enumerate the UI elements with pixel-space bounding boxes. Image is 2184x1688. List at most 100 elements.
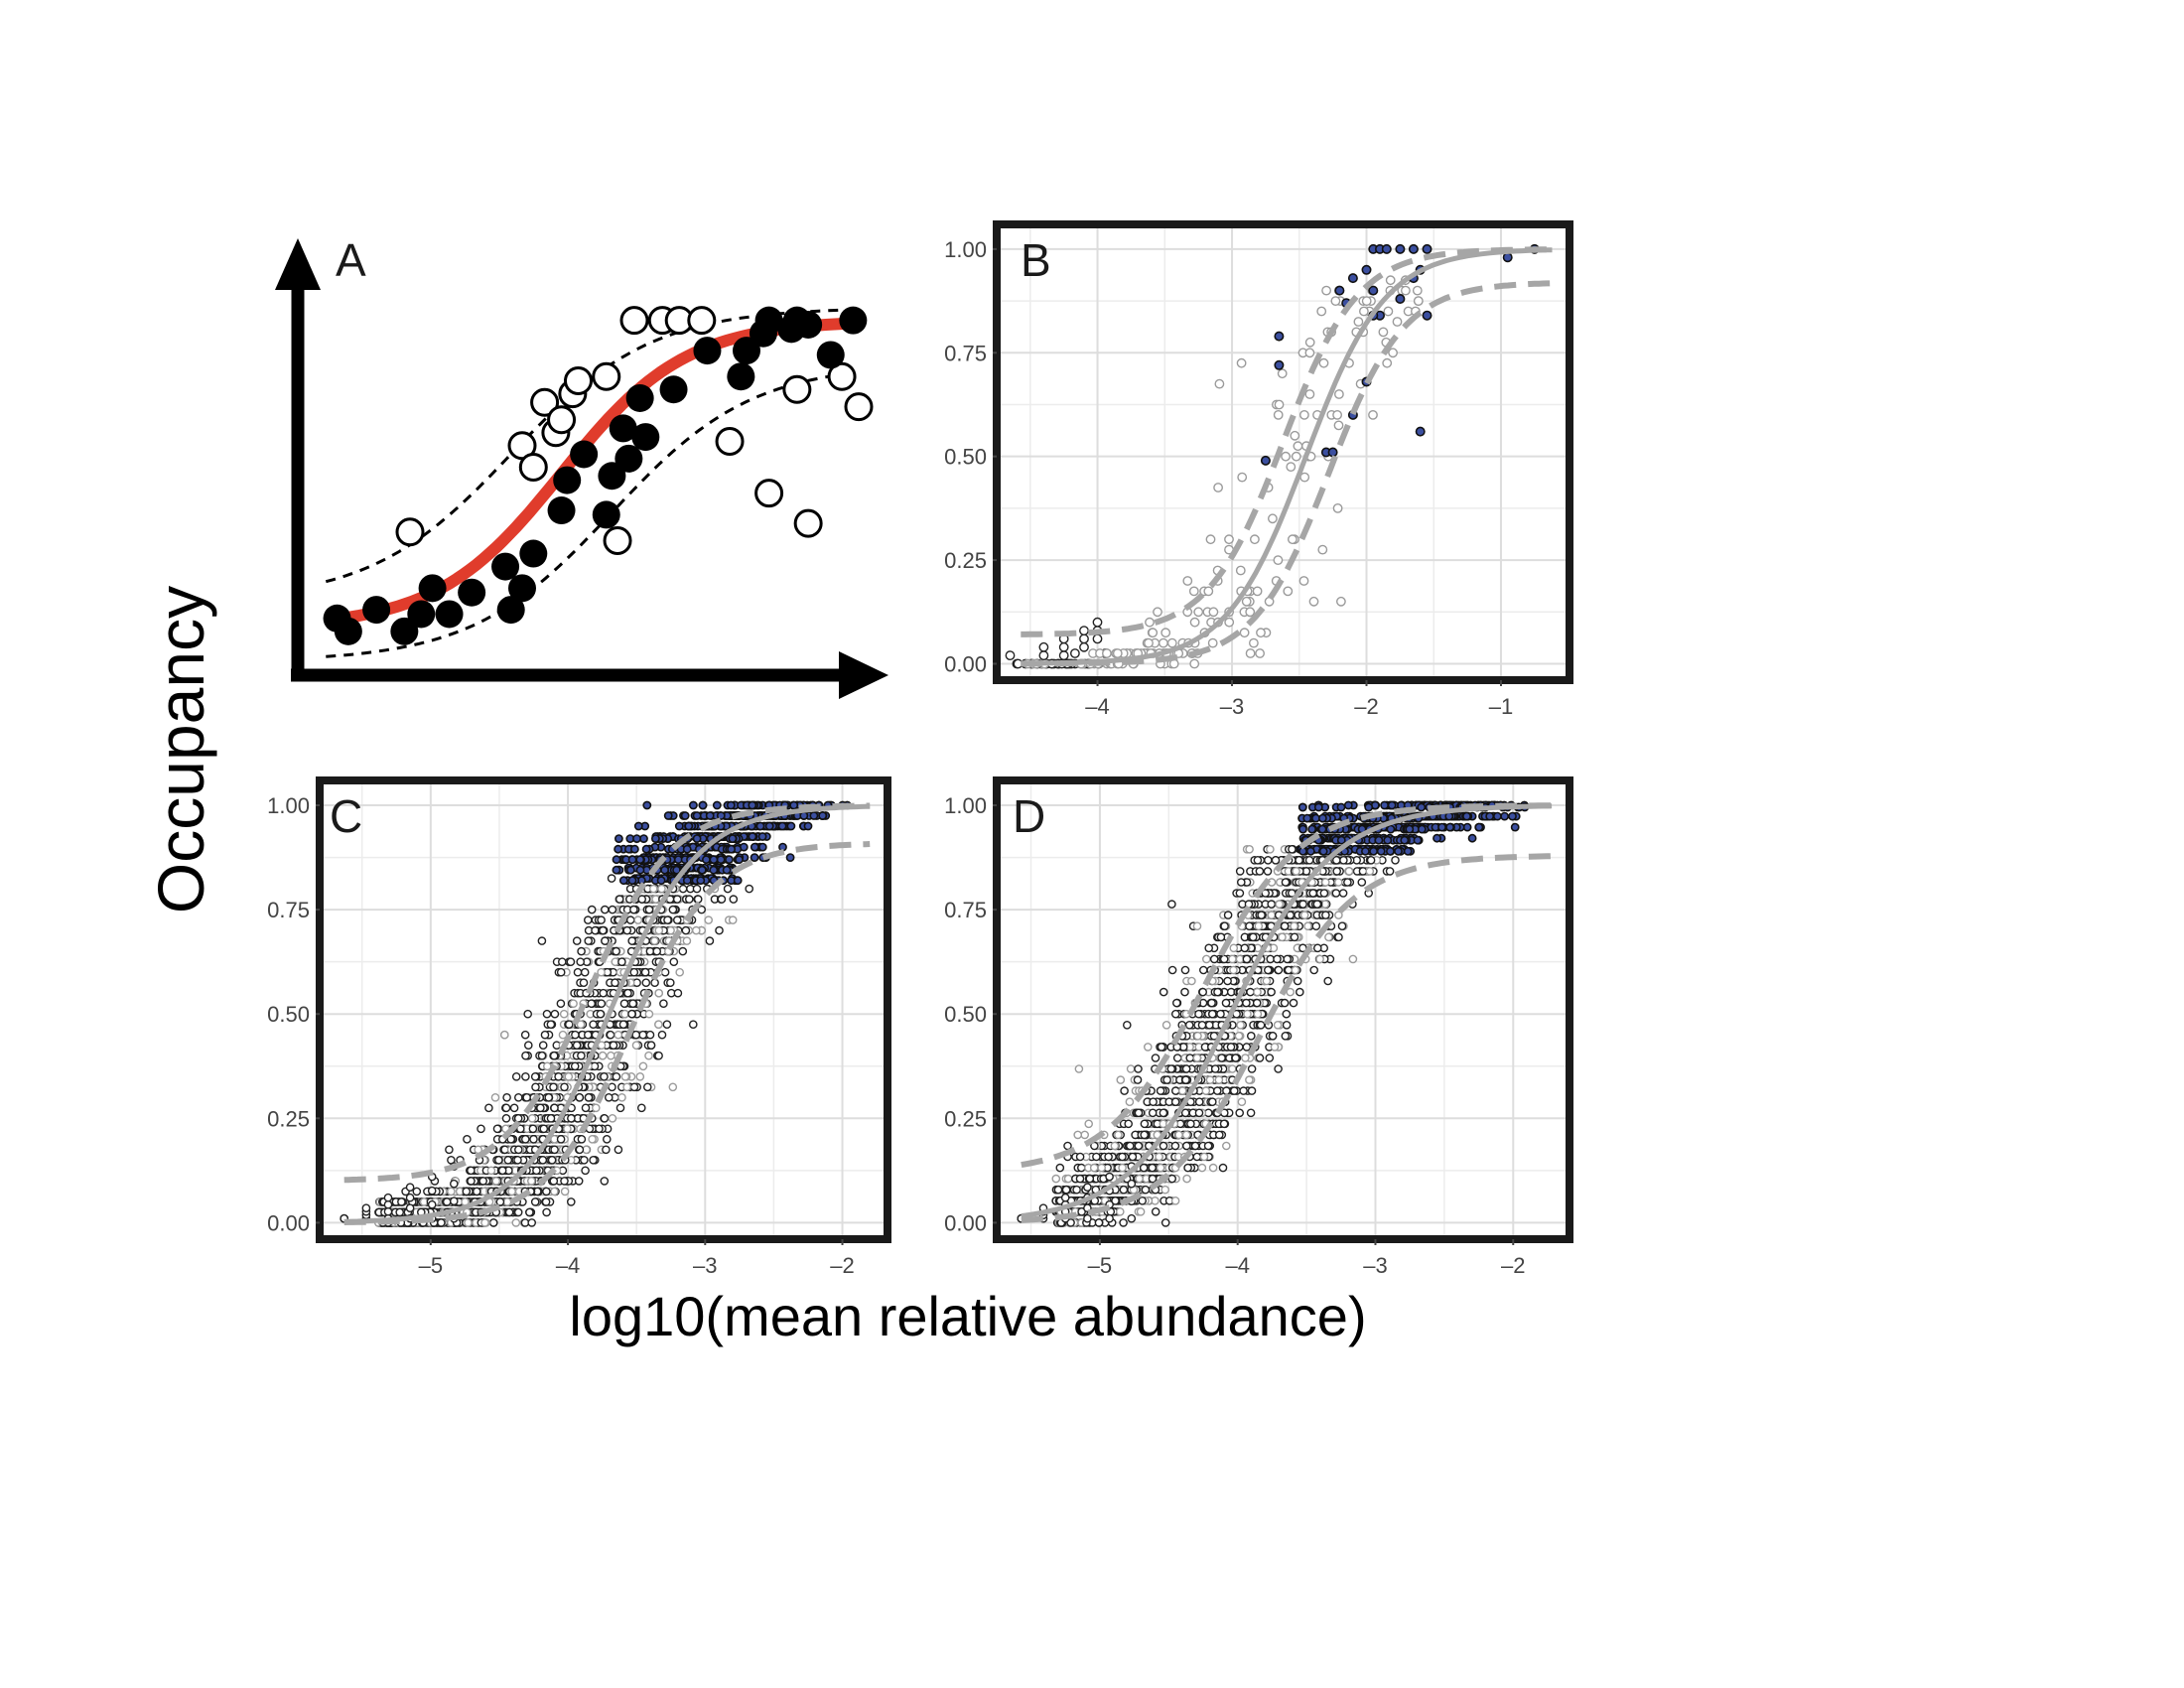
taxon-point <box>601 936 610 945</box>
taxon-point <box>492 1124 502 1134</box>
taxon-point <box>580 967 590 977</box>
taxon-point <box>383 1199 393 1209</box>
taxon-point <box>1214 1075 1224 1084</box>
taxon-point <box>1223 911 1233 919</box>
taxon-point <box>1074 1064 1084 1073</box>
taxon-point <box>499 1030 509 1040</box>
taxon-point <box>1383 306 1394 317</box>
taxon-point <box>579 978 589 988</box>
panel-a: A <box>275 234 888 699</box>
taxon-point <box>1273 1021 1283 1030</box>
taxon-point <box>549 1177 559 1186</box>
filled-point <box>390 617 419 645</box>
taxon-point <box>1290 932 1299 942</box>
taxon-point <box>527 1177 536 1186</box>
core-taxon-point <box>625 865 635 875</box>
core-taxon-point <box>1493 811 1502 821</box>
taxon-point <box>1286 987 1295 997</box>
taxon-point <box>608 1114 617 1123</box>
y-tick-label: 0.50 <box>267 1002 310 1027</box>
taxon-point <box>506 1135 516 1144</box>
taxon-point <box>565 1020 574 1029</box>
taxon-point <box>615 1103 625 1113</box>
taxon-point <box>1192 1152 1202 1162</box>
taxon-point <box>556 967 566 977</box>
core-taxon-point <box>1274 331 1285 342</box>
taxon-point <box>1126 1064 1136 1073</box>
taxon-point <box>1282 1021 1292 1030</box>
taxon-point <box>427 1186 437 1196</box>
core-taxon-point <box>633 821 643 831</box>
x-tick-label: –5 <box>419 1253 443 1278</box>
taxon-point <box>1159 637 1168 648</box>
taxon-point <box>560 1187 570 1196</box>
taxon-point <box>1172 998 1181 1008</box>
taxon-point <box>1281 451 1292 462</box>
taxon-point <box>1245 845 1254 854</box>
taxon-point <box>1353 317 1364 327</box>
taxon-point <box>631 1041 641 1050</box>
taxon-point <box>609 1041 618 1050</box>
taxon-point <box>521 1072 530 1081</box>
taxon-point <box>1267 987 1276 997</box>
taxon-point <box>587 999 597 1009</box>
taxon-point <box>606 1030 615 1040</box>
taxon-point <box>577 946 586 956</box>
taxon-point <box>597 999 607 1009</box>
core-taxon-point <box>684 821 694 831</box>
taxon-point <box>600 1114 610 1123</box>
taxon-point <box>657 1030 667 1040</box>
x-axis-arrowhead <box>839 651 888 699</box>
filled-point <box>435 600 464 629</box>
taxon-point <box>442 1197 452 1206</box>
core-taxon-point <box>709 865 719 875</box>
filled-point <box>553 466 582 494</box>
core-taxon-point <box>1467 833 1477 843</box>
taxon-point <box>1245 648 1256 658</box>
taxon-point <box>1120 1086 1129 1095</box>
taxon-point <box>1252 998 1262 1008</box>
core-taxon-point <box>627 855 637 865</box>
taxon-point <box>1252 586 1263 597</box>
core-taxon-point <box>1474 822 1484 832</box>
taxon-point <box>662 1020 672 1029</box>
taxon-point <box>622 925 632 935</box>
core-taxon-point <box>1395 293 1406 304</box>
taxon-point <box>645 1030 655 1040</box>
taxon-point <box>522 1093 532 1102</box>
taxon-point <box>1171 1086 1180 1095</box>
core-taxon-point <box>809 811 819 820</box>
taxon-point <box>1170 1141 1180 1151</box>
taxon-point <box>504 1207 514 1217</box>
core-taxon-point <box>674 821 684 831</box>
taxon-point <box>577 1051 586 1060</box>
taxon-point <box>622 1082 631 1092</box>
taxon-point <box>1246 1108 1256 1118</box>
taxon-point <box>547 1156 557 1165</box>
taxon-point <box>1270 1043 1280 1052</box>
taxon-point <box>641 978 651 988</box>
taxon-point <box>1264 965 1273 975</box>
taxon-point <box>1171 1009 1180 1019</box>
taxon-point <box>1265 1054 1275 1062</box>
taxon-point <box>1332 409 1343 420</box>
open-point <box>844 392 874 422</box>
taxon-point <box>1280 921 1290 931</box>
taxon-point <box>1051 1174 1061 1184</box>
taxon-point <box>1110 1141 1120 1151</box>
panel-d: 0.000.250.500.751.00–5 –4 –3 –2D <box>944 776 1573 1278</box>
taxon-point <box>678 884 688 894</box>
taxon-point <box>1084 1119 1093 1129</box>
taxon-point <box>1357 878 1367 887</box>
taxon-point <box>1382 357 1393 368</box>
ci-upper-line <box>1021 246 1553 637</box>
filled-point <box>547 496 576 525</box>
taxon-point <box>1214 378 1225 389</box>
taxon-point <box>1298 900 1307 909</box>
taxon-point <box>617 957 626 967</box>
taxon-point <box>1189 617 1200 628</box>
taxon-point <box>1286 911 1295 919</box>
taxon-point <box>480 1218 489 1227</box>
core-taxon-point <box>1502 252 1513 263</box>
